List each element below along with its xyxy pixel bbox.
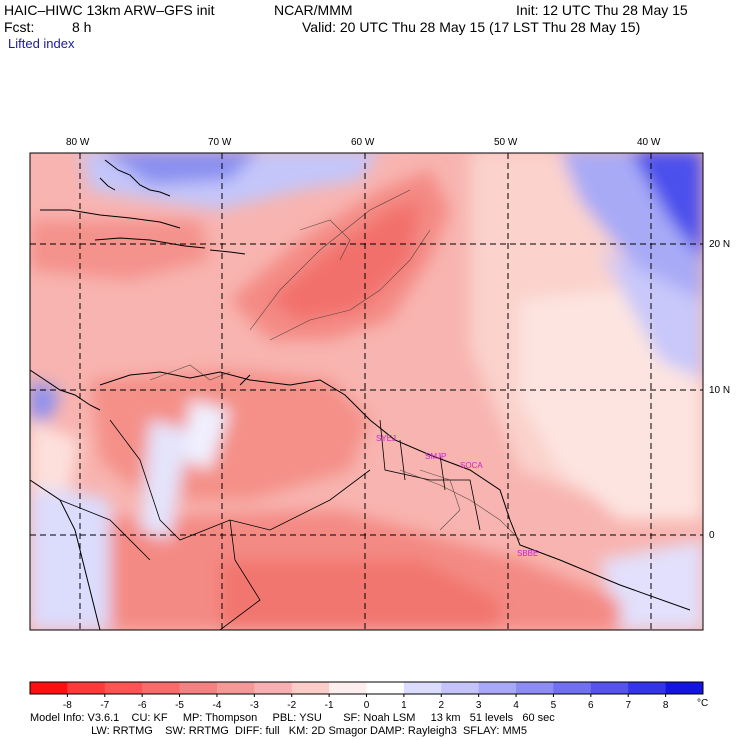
colorbar-tick-label: 3 — [476, 700, 482, 711]
colorbar-swatch — [478, 682, 517, 694]
latitude-labels: 20 N 10 N 0 — [709, 239, 730, 541]
colorbar-tick-label: 5 — [551, 700, 557, 711]
colorbar-tick-label: -6 — [138, 700, 147, 711]
colorbar-tick-label: 7 — [625, 700, 631, 711]
colorbar-swatch — [142, 682, 181, 694]
colorbar — [29, 681, 704, 695]
colorbar-swatch — [590, 682, 629, 694]
valid-time: Valid: 20 UTC Thu 28 May 15 (17 LST Thu … — [302, 19, 641, 35]
colorbar-swatch — [329, 682, 367, 694]
lon-label: 60 W — [351, 137, 375, 148]
fcst-value: 8 h — [72, 19, 92, 35]
colorbar-tick-label: 2 — [438, 700, 444, 711]
colorbar-unit: °C — [697, 698, 708, 709]
station-label: SMJP — [425, 452, 446, 461]
lon-label: 40 W — [637, 137, 661, 148]
colorbar-swatch — [254, 682, 293, 694]
colorbar-swatch — [104, 682, 143, 694]
colorbar-tick-label: 8 — [663, 700, 669, 711]
model-title: HAIC–HIWC 13km ARW–GFS init — [4, 2, 215, 18]
colorbar-tick-label: -8 — [63, 700, 72, 711]
colorbar-tick-label: -2 — [287, 700, 296, 711]
colorbar-swatch — [30, 682, 68, 694]
colorbar-swatch — [67, 682, 106, 694]
org-label: NCAR/MMM — [274, 2, 353, 18]
init-time: Init: 12 UTC Thu 28 May 15 — [516, 2, 688, 18]
model-info-line2: LW: RRTMG SW: RRTMG DIFF: full KM: 2D Sm… — [30, 725, 527, 737]
colorbar-swatch — [366, 682, 405, 694]
colorbar-tick-label: 0 — [364, 700, 370, 711]
field-name: Lifted index — [8, 36, 75, 51]
country-borders — [59, 419, 481, 630]
colorbar-tick-label: -1 — [325, 700, 334, 711]
colorbar-swatch — [216, 682, 255, 694]
station-labels: SYEJ SMJP SOCA SBBE — [376, 434, 538, 558]
lifted-index-field — [30, 153, 703, 630]
colorbar-tick-label: 1 — [401, 700, 407, 711]
colorbar-swatch — [403, 682, 442, 694]
station-label: SYEJ — [376, 434, 396, 443]
colorbar-tick-label: 6 — [588, 700, 594, 711]
contours — [149, 189, 521, 541]
colorbar-tick-label: -7 — [100, 700, 109, 711]
station-label: SOCA — [460, 461, 483, 470]
coastlines — [30, 159, 691, 630]
colorbar-swatch — [553, 682, 592, 694]
fcst-label: Fcst: — [4, 19, 35, 35]
colorbar-ticks: -8 -7 -6 -5 -4 -3 -2 -1 0 1 2 3 4 5 6 7 8 — [63, 694, 669, 711]
lat-label: 0 — [709, 530, 715, 541]
lat-label: 20 N — [709, 239, 730, 250]
colorbar-swatch — [665, 682, 704, 694]
model-info-line1: Model Info: V3.6.1 CU: KF MP: Thompson P… — [30, 712, 555, 724]
station-label: SBBE — [517, 549, 538, 558]
colorbar-swatch — [516, 682, 554, 694]
lon-label: 50 W — [494, 137, 518, 148]
lon-label: 70 W — [208, 137, 232, 148]
colorbar-tick-label: -5 — [175, 700, 184, 711]
lat-label: 10 N — [709, 385, 730, 396]
colorbar-swatch — [628, 682, 667, 694]
colorbar-swatch — [441, 682, 480, 694]
map-frame — [29, 152, 704, 631]
longitude-labels: 80 W 70 W 60 W 50 W 40 W — [66, 137, 661, 148]
lon-label: 80 W — [66, 137, 90, 148]
colorbar-tick-label: -4 — [212, 700, 221, 711]
colorbar-swatch — [291, 682, 330, 694]
colorbar-swatch — [179, 682, 218, 694]
colorbar-tick-label: -3 — [250, 700, 259, 711]
colorbar-tick-label: 4 — [513, 700, 519, 711]
graticule — [30, 153, 703, 630]
